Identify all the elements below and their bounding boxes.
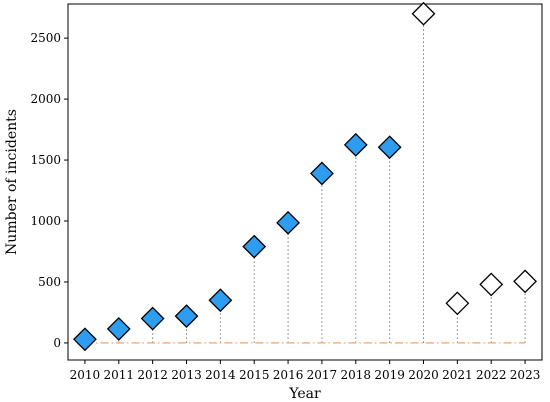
data-point-filled (174, 304, 199, 329)
data-markers (73, 1, 537, 352)
x-tick-label: 2017 (307, 368, 338, 382)
x-tick-label: 2021 (442, 368, 473, 382)
x-tick-label: 2023 (510, 368, 541, 382)
x-tick-label: 2016 (273, 368, 304, 382)
data-point-filled (377, 135, 402, 160)
y-tick-label: 2500 (30, 31, 61, 45)
y-tick-label: 1500 (30, 153, 61, 167)
data-point-filled (242, 234, 267, 259)
y-tick-label: 2000 (30, 92, 61, 106)
x-tick-label: 2011 (104, 368, 135, 382)
plot-frame (67, 3, 543, 361)
data-point-hollow (479, 272, 504, 297)
data-point-hollow (411, 1, 436, 26)
x-tick-label: 2014 (205, 368, 236, 382)
x-tick-label: 2015 (239, 368, 270, 382)
x-tick-label: 2022 (476, 368, 507, 382)
y-tick-label: 0 (53, 336, 61, 350)
data-point-filled (343, 132, 368, 157)
data-point-filled (276, 210, 300, 235)
x-axis-ticks: 2010 2011 2012 2013 2014 2015 2016 2017 2018 2019… (70, 360, 541, 382)
x-axis-title: Year (288, 386, 321, 402)
x-tick-label: 2020 (408, 368, 439, 382)
y-axis-ticks: 0 500 1000 1500 2000 2500 (30, 31, 68, 350)
x-tick-label: 2019 (374, 368, 405, 382)
y-tick-label: 500 (38, 275, 61, 289)
data-point-filled (73, 327, 97, 352)
data-point-filled (310, 161, 334, 186)
x-tick-label: 2010 (70, 368, 101, 382)
x-tick-label: 2013 (171, 368, 202, 382)
stem-lines (84, 13, 526, 343)
x-tick-label: 2018 (341, 368, 372, 382)
x-tick-label: 2012 (137, 368, 168, 382)
data-point-filled (140, 306, 165, 331)
y-axis-title: Number of incidents (4, 109, 20, 255)
data-point-hollow (513, 269, 537, 294)
y-tick-label: 1000 (30, 214, 61, 228)
data-point-filled (208, 288, 233, 313)
data-point-hollow (445, 291, 470, 316)
data-point-filled (106, 316, 131, 341)
